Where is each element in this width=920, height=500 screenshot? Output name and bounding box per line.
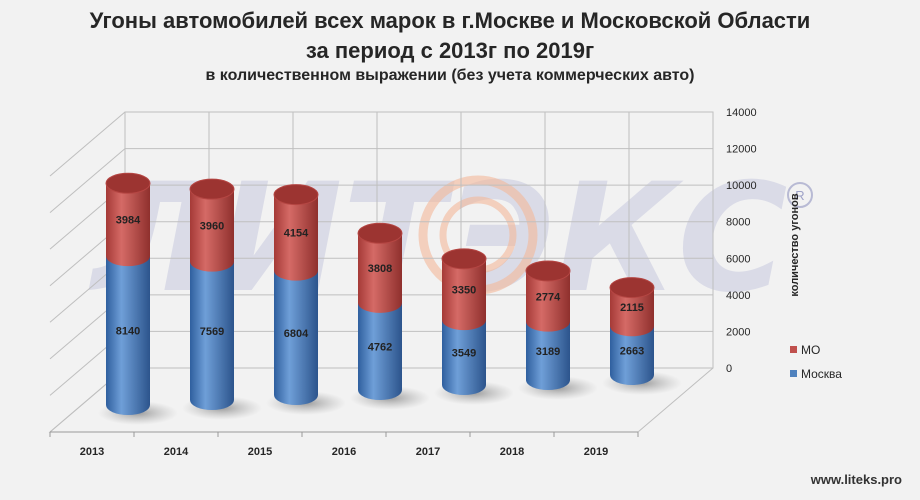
y-tick-label: 10000 [726,180,757,192]
x-tick-label: 2017 [416,446,440,458]
bar-top-cap [441,248,487,270]
data-label-mo: 3808 [368,263,392,275]
data-label-mo: 4154 [284,228,309,240]
bar-top-cap [525,260,571,282]
gridline-depth [49,111,126,177]
legend-swatch-moscow [790,370,797,377]
bar-mo [190,189,234,272]
data-label-moscow: 8140 [116,326,140,338]
bar-mo [442,258,486,331]
bar-moscow [274,270,318,405]
chart-title-period: за период с 2013г по 2019г [305,38,595,63]
bar-moscow [358,302,402,400]
data-label-mo: 3960 [200,220,224,232]
x-tick-label: 2016 [332,446,356,458]
bar-moscow [610,326,654,385]
bar-moscow [106,256,150,415]
chart-subtitle: в количественном выражении (без учета ко… [205,67,695,84]
data-label-moscow: 2663 [620,346,644,358]
x-tick-label: 2014 [164,446,189,458]
legend-swatch-mo [790,346,797,353]
bar-mo [610,287,654,337]
registered-mark-icon [787,182,813,208]
chart-labels: 0 2000 4000 6000 8000 10000 12000 14000 количест… [80,107,843,458]
x-tick-label: 2015 [248,446,272,458]
data-label-mo: 3984 [116,215,141,227]
chart-bars [98,172,682,425]
bar-moscow [442,320,486,395]
bar-mo [106,183,150,267]
legend-label-moscow: Москва [801,367,842,381]
bar-top-cap [189,178,235,200]
bar-mo [526,270,570,332]
y-tick-label: 12000 [726,144,757,156]
bar-mo [274,194,318,281]
y-tick-label: 14000 [726,107,757,119]
data-label-mo: 2115 [620,302,644,314]
data-label-moscow: 3189 [536,346,560,358]
bar-mo [358,233,402,313]
data-label-moscow: 6804 [284,328,309,340]
chart-title: Угоны автомобилей всех марок в г.Москве … [89,8,811,33]
y-tick-label: 0 [726,363,732,375]
data-label-moscow: 4762 [368,341,392,353]
gridline-depth [49,148,126,213]
bar-top-cap [273,184,319,206]
bar-top-cap [357,222,403,244]
bar-moscow [190,261,234,410]
bar-top-cap [609,277,655,299]
x-tick-label: 2019 [584,446,608,458]
x-tick-label: 2018 [500,446,524,458]
data-label-moscow: 7569 [200,326,224,338]
registered-mark-text: R [795,188,804,203]
y-tick-label: 6000 [726,253,750,265]
legend-label-mo: МО [801,343,820,357]
data-label-moscow: 3549 [452,348,476,360]
y-tick-label: 4000 [726,290,750,302]
data-label-mo: 3350 [452,284,476,296]
website-url[interactable]: www.liteks.pro [810,472,902,487]
y-axis-title: количество угонов [789,193,801,296]
x-tick-label: 2013 [80,446,104,458]
bar-moscow [526,321,570,390]
data-label-mo: 2774 [536,291,561,303]
y-tick-label: 2000 [726,326,750,338]
y-tick-label: 8000 [726,217,750,229]
bar-top-cap [105,172,151,194]
